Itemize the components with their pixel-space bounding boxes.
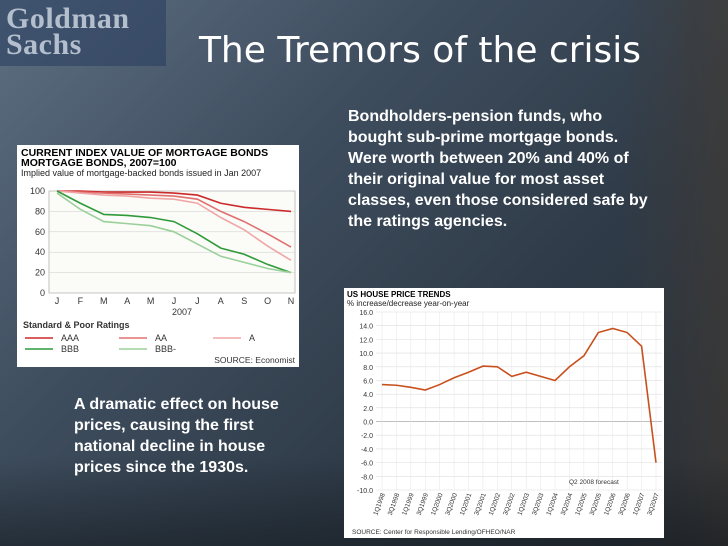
text-bondholders: Bondholders-pension funds, who bought su… [348, 106, 658, 232]
chart2-xtick-label: 3Q2004 [560, 492, 575, 516]
chart2-xtick-label: 1Q2005 [574, 492, 589, 516]
chart2-series-line [381, 327, 657, 463]
chart1-xtick-label: J [55, 296, 60, 306]
chart2-xtick-label: 1Q2006 [603, 492, 618, 516]
chart1-legend-label: AAA [61, 333, 79, 343]
chart2-xtick-label: 3Q1998 [387, 492, 402, 516]
chart2-ytick-label: 16.0 [359, 310, 373, 317]
chart1-ytick-label: 80 [35, 206, 45, 216]
chart2-title: US HOUSE PRICE TRENDS [347, 290, 451, 299]
chart2-ytick-label: -2.0 [361, 433, 373, 440]
chart1-series-line [56, 192, 292, 274]
chart2-ytick-label: 6.0 [363, 378, 373, 385]
house-price-trends-chart: US HOUSE PRICE TRENDS% increase/decrease… [344, 288, 664, 538]
slide-title: The Tremors of the crisis [198, 30, 642, 71]
chart2-xtick-label: 3Q2002 [502, 492, 517, 516]
text-bondholders-line-1: Bondholders-pension funds, who bought su… [348, 108, 619, 146]
chart1-xlabel: 2007 [172, 307, 192, 317]
chart1-xtick-label: O [264, 296, 271, 306]
chart2-xtick-label: 1Q1998 [372, 492, 387, 516]
chart1-series-line [56, 190, 292, 262]
chart1-legend-title: Standard & Poor Ratings [23, 320, 130, 330]
chart2-xtick-label: 1Q2007 [632, 492, 647, 516]
chart2-annotation: Q2 2008 forecast [569, 479, 619, 486]
chart2-ytick-label: -4.0 [361, 447, 373, 454]
chart1-xtick-label: A [124, 296, 130, 306]
chart2-source: SOURCE: Center for Responsible Lending/O… [352, 529, 516, 536]
mortgage-bond-chart-svg: CURRENT INDEX VALUE OF MORTGAGE BONDSMOR… [21, 147, 296, 365]
chart2-ytick-label: -10.0 [357, 488, 373, 495]
chart1-source: SOURCE: Economist [214, 355, 295, 365]
chart1-ytick-label: 20 [35, 268, 45, 278]
chart2-xtick-label: 3Q2001 [473, 492, 488, 516]
chart2-xtick-label: 3Q2007 [646, 492, 661, 516]
mortgage-bond-index-chart: CURRENT INDEX VALUE OF MORTGAGE BONDS MOR… [17, 145, 299, 367]
chart2-ytick-label: -6.0 [361, 461, 373, 468]
chart1-legend-label: BBB [61, 344, 79, 354]
chart2-ytick-label: -8.0 [361, 474, 373, 481]
chart1-xtick-label: S [241, 296, 247, 306]
goldman-sachs-logo: Goldman Sachs [6, 2, 166, 61]
chart2-xtick-label: 1Q2004 [545, 492, 560, 516]
chart1-legend-label: BBB- [155, 344, 176, 354]
chart2-xtick-label: 3Q2000 [444, 492, 459, 516]
chart1-xtick-label: F [78, 296, 84, 306]
chart2-xtick-label: 3Q2006 [618, 492, 633, 516]
chart1-xtick-label: M [100, 296, 108, 306]
chart1-subtitle: Implied value of mortgage-backed bonds i… [21, 168, 261, 178]
chart2-ytick-label: 14.0 [359, 324, 373, 331]
chart1-xtick-label: J [195, 296, 200, 306]
chart2-xtick-label: 1Q2001 [459, 492, 474, 516]
chart1-title: CURRENT INDEX VALUE OF MORTGAGE BONDS [21, 147, 268, 159]
chart2-ytick-label: 2.0 [363, 406, 373, 413]
chart2-xtick-label: 3Q2003 [531, 492, 546, 516]
chart2-xtick-label: 1Q1999 [401, 492, 416, 516]
chart2-ytick-label: 0.0 [363, 420, 373, 427]
chart1-legend-label: A [249, 333, 255, 343]
chart2-ytick-label: 12.0 [359, 337, 373, 344]
chart1-xtick-label: J [172, 296, 177, 306]
text-house-prices: A dramatic effect on house prices, causi… [74, 396, 279, 476]
chart2-xtick-label: 1Q2002 [488, 492, 503, 516]
chart1-xtick-label: M [147, 296, 155, 306]
text-bondholders-line-2: Were worth between 20% and 40% of their … [348, 150, 648, 230]
chart2-xtick-label: 3Q2005 [589, 492, 604, 516]
chart1-legend-label: AA [155, 333, 167, 343]
chart1-ytick-label: 0 [40, 288, 45, 298]
chart2-ytick-label: 4.0 [363, 392, 373, 399]
chart2-subtitle: % increase/decrease year-on-year [347, 299, 470, 308]
chart1-ytick-label: 100 [30, 186, 45, 196]
chart1-title-2: MORTGAGE BONDS, 2007=100 [21, 157, 177, 169]
chart1-ytick-label: 60 [35, 227, 45, 237]
logo-line-2: Sachs [6, 28, 82, 61]
chart1-series-line [56, 190, 292, 248]
chart2-ytick-label: 8.0 [363, 365, 373, 372]
chart2-xtick-label: 1Q2000 [430, 492, 445, 516]
chart1-series-line [57, 190, 292, 213]
chart1-ytick-label: 40 [35, 247, 45, 257]
chart1-xtick-label: N [288, 296, 295, 306]
logo-background [0, 0, 166, 66]
chart2-ytick-label: 10.0 [359, 351, 373, 358]
chart2-xtick-label: 1Q2003 [517, 492, 532, 516]
chart1-series-line [56, 190, 292, 274]
chart1-xtick-label: A [218, 296, 224, 306]
chart2-xtick-label: 3Q1999 [416, 492, 431, 516]
house-price-chart-svg: US HOUSE PRICE TRENDS% increase/decrease… [347, 290, 662, 536]
logo-line-1: Goldman [6, 2, 130, 35]
